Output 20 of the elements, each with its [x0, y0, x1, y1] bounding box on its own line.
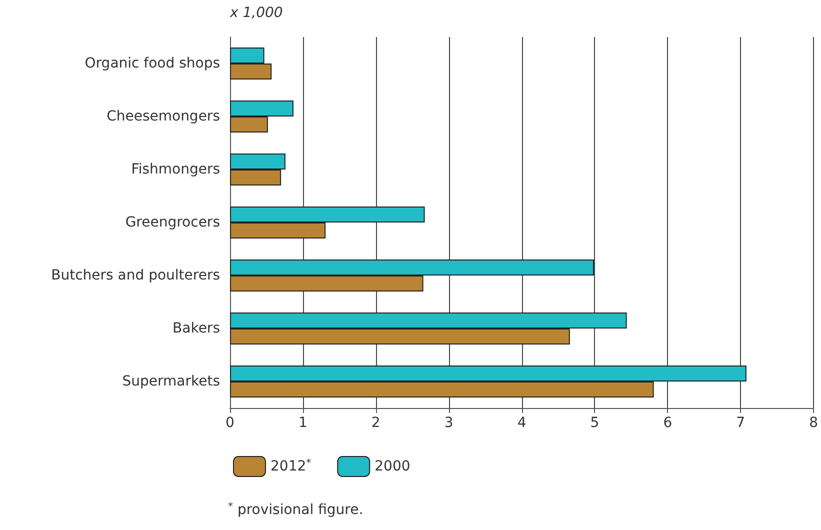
- legend-label: 2000: [374, 458, 410, 474]
- x-tick-label: 0: [226, 415, 234, 431]
- x-tick-label: 6: [663, 415, 672, 431]
- y-tick-label: Fishmongers: [131, 162, 220, 178]
- y-tick-label: Organic food shops: [84, 56, 220, 72]
- x-tick-label: 8: [809, 415, 818, 431]
- y-tick-label: Bakers: [172, 320, 220, 336]
- text: * provisional figure.: [228, 502, 364, 518]
- x-tick-label: 4: [517, 415, 526, 431]
- y-tick-label: Greengrocers: [125, 214, 220, 230]
- y-tick-label: Butchers and poulterers: [51, 268, 220, 284]
- x-tick-label: 7: [736, 415, 746, 431]
- x-tick-label: 3: [444, 415, 454, 431]
- x-tick-label: 5: [590, 415, 600, 431]
- x-axis-title: x 1,000: [229, 5, 283, 21]
- x-tick-label: 1: [298, 415, 308, 431]
- x-tick-label: 2: [371, 415, 380, 431]
- y-tick-label: Supermarkets: [122, 374, 220, 390]
- legend-label: 2012*: [270, 458, 312, 474]
- y-tick-label: Cheesemongers: [106, 108, 220, 124]
